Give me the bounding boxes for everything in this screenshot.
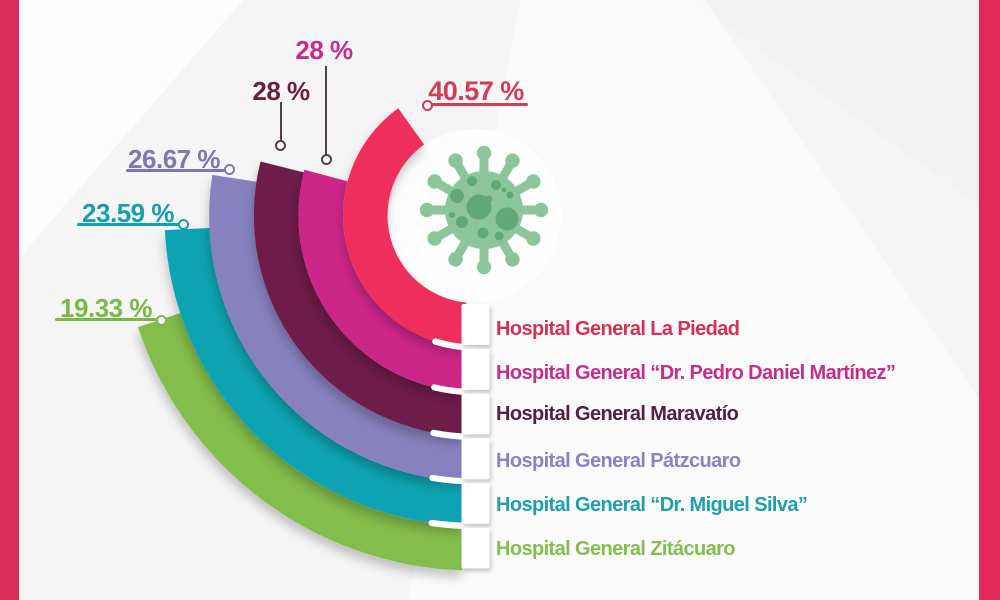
virus-spot-11 xyxy=(501,187,507,193)
virus-spike-tip-11 xyxy=(448,153,463,168)
ring-separator-0 xyxy=(432,338,476,351)
hospital-label-pedro-daniel: Hospital General “Dr. Pedro Daniel Martí… xyxy=(496,362,896,384)
value-label-pedro-daniel: 28 % xyxy=(295,35,353,65)
stub-tab-4 xyxy=(461,483,490,524)
bg-corner-highlight xyxy=(19,0,243,258)
ring-separator-1 xyxy=(431,384,475,396)
leader-dot-miguel-silva xyxy=(178,219,189,230)
virus-spot-6 xyxy=(477,227,489,239)
virus-spot-7 xyxy=(494,231,504,241)
virus-spike-tip-6 xyxy=(476,259,492,275)
stub-tab-3 xyxy=(461,438,490,480)
bg-sheen xyxy=(408,0,979,600)
virus-spot-3 xyxy=(467,176,477,186)
leader-line-pedro-daniel xyxy=(325,66,327,156)
value-underline-patzcuaro xyxy=(126,169,226,172)
virus-spike-tip-1 xyxy=(505,153,520,168)
virus-spike-tip-8 xyxy=(427,231,442,246)
ring-arc-4 xyxy=(164,228,464,526)
virus-spike-tip-4 xyxy=(526,231,541,246)
leader-dot-zitacuaro xyxy=(156,315,167,326)
ring-arc-3 xyxy=(209,174,465,482)
virus-spot-9 xyxy=(449,212,455,218)
value-label-maravatio: 28 % xyxy=(252,76,310,106)
virus-spike-tip-7 xyxy=(448,252,463,267)
virus-spike-tip-2 xyxy=(526,174,541,189)
virus-spot-5 xyxy=(456,216,468,228)
value-label-zitacuaro: 19.33 % xyxy=(60,293,152,323)
virus-spot-10 xyxy=(485,195,493,203)
leader-dot-patzcuaro xyxy=(224,164,235,175)
value-underline-miguel-silva xyxy=(77,223,181,226)
value-label-la-piedad: 40.57 % xyxy=(428,76,524,106)
ring-separator-2 xyxy=(430,429,475,440)
value-underline-zitacuaro xyxy=(55,318,159,321)
virus-spike-tip-10 xyxy=(427,174,442,189)
hospital-label-zitacuaro: Hospital General Zitácuaro xyxy=(496,538,736,560)
stub-tab-5 xyxy=(461,527,490,569)
leader-dot-la-piedad xyxy=(422,100,433,111)
ring-arc-0 xyxy=(343,108,467,347)
left-accent-bar xyxy=(0,0,19,600)
virus-spike-tip-5 xyxy=(505,252,520,267)
ring-separator-3 xyxy=(429,474,474,485)
bg-corner-shade xyxy=(690,0,979,205)
ring-arc-5 xyxy=(138,313,464,571)
ring-arc-1 xyxy=(298,169,466,392)
stub-tab-2 xyxy=(461,393,490,435)
hospital-label-miguel-silva: Hospital General “Dr. Miguel Silva” xyxy=(496,494,808,516)
hospital-label-patzcuaro: Hospital General Pátzcuaro xyxy=(496,450,741,472)
virus-spike-tip-3 xyxy=(533,202,549,218)
hospital-label-la-piedad: Hospital General La Piedad xyxy=(496,318,740,340)
value-label-miguel-silva: 23.59 % xyxy=(82,198,174,228)
stub-tab-0 xyxy=(461,304,490,345)
virus-spot-0 xyxy=(466,194,492,220)
virus-spot-4 xyxy=(491,180,501,190)
value-label-patzcuaro: 26.67 % xyxy=(128,144,220,174)
leader-dot-maravatio xyxy=(275,140,286,151)
value-underline-la-piedad xyxy=(424,103,528,106)
hospital-label-maravatio: Hospital General Maravatío xyxy=(496,403,739,425)
ring-arc-2 xyxy=(253,161,465,437)
leader-dot-pedro-daniel xyxy=(321,154,332,165)
leader-line-maravatio xyxy=(280,102,282,142)
stub-tab-1 xyxy=(461,349,490,390)
virus-spike-tip-0 xyxy=(476,145,492,161)
virus-spot-1 xyxy=(495,207,519,231)
coronavirus-icon xyxy=(419,145,549,275)
virus-spot-8 xyxy=(506,191,514,199)
ring-separator-4 xyxy=(428,519,473,530)
virus-spike-tip-9 xyxy=(419,202,435,218)
virus-spot-2 xyxy=(450,189,464,203)
right-accent-bar xyxy=(979,0,1000,600)
